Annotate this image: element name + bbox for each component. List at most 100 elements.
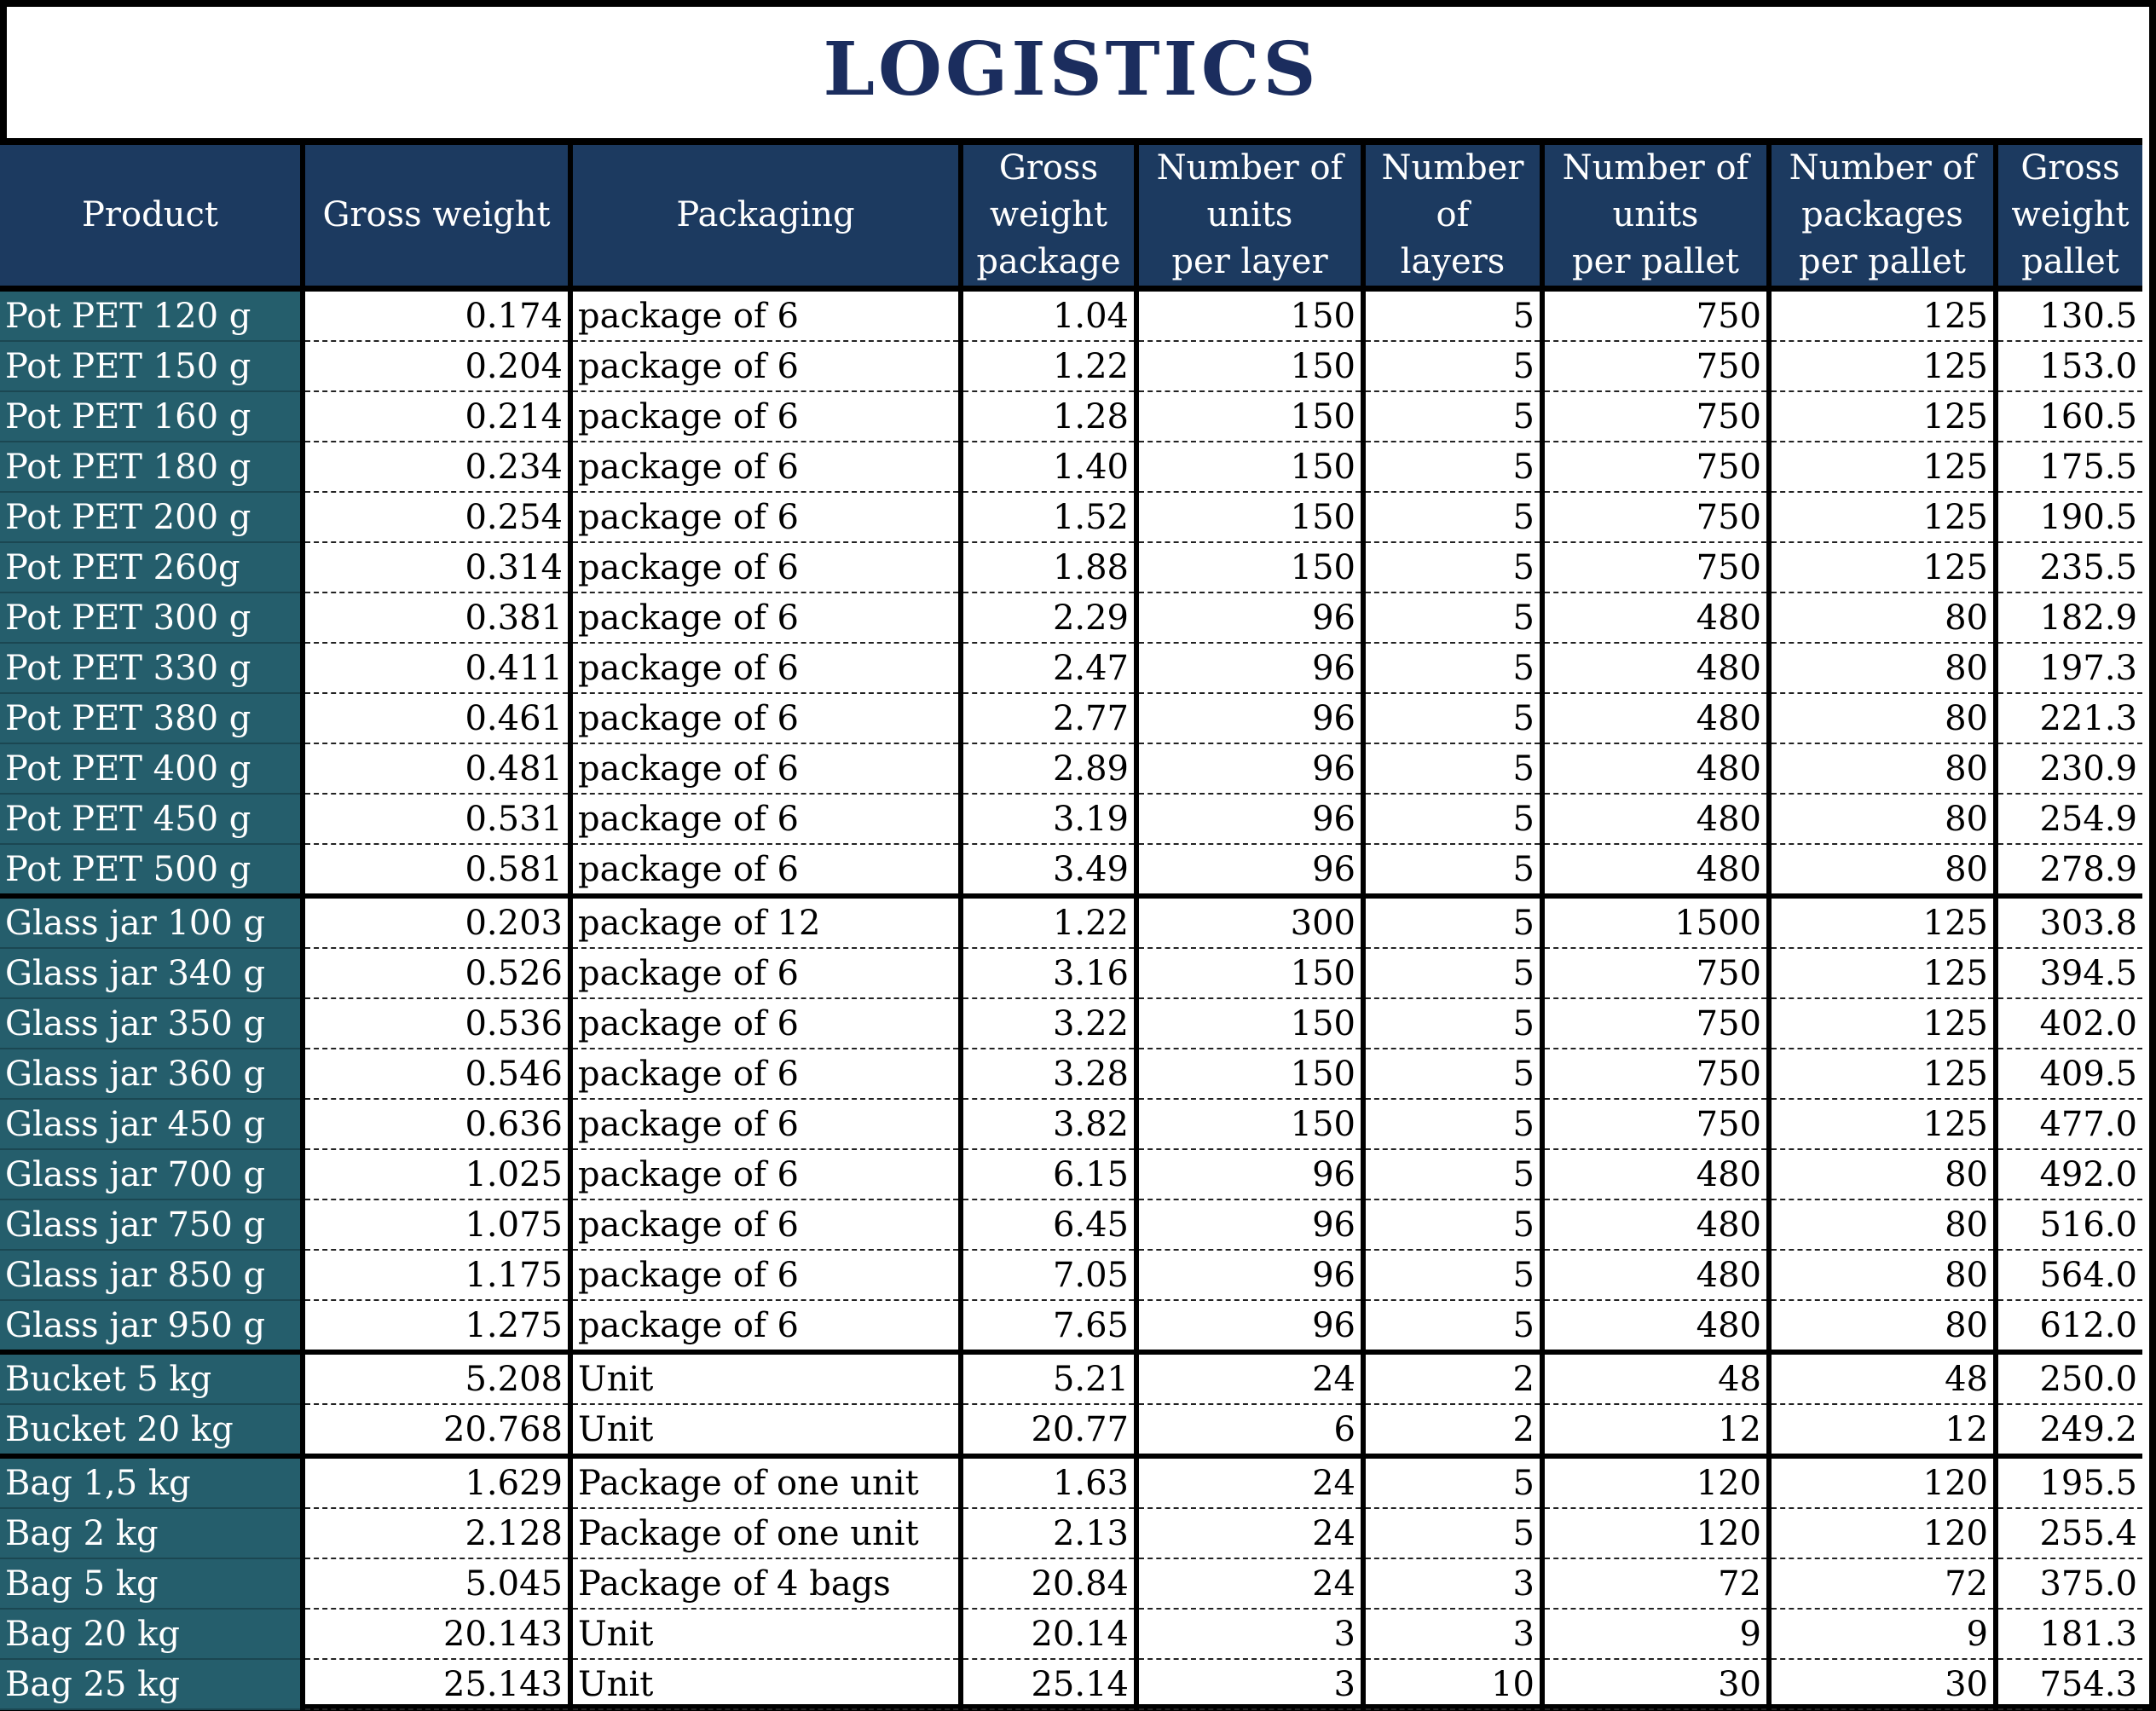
table-row: Pot PET 450 g 0.531 package of 6 3.19 96 5 480… — [0, 794, 2142, 845]
cell-gross-weight-pallet: 181.3 — [1993, 1609, 2142, 1660]
cell-packages-per-pallet: 80 — [1766, 743, 1996, 795]
cell-gross-weight-pallet: 516.0 — [1993, 1199, 2142, 1251]
cell-packaging: Package of one unit — [568, 1456, 961, 1509]
cell-units-per-layer: 150 — [1134, 1099, 1363, 1150]
cell-layers: 5 — [1361, 1508, 1542, 1559]
cell-packaging: Package of one unit — [568, 1508, 961, 1559]
cell-packages-per-pallet: 12 — [1766, 1404, 1996, 1459]
cell-units-per-pallet: 750 — [1540, 492, 1769, 543]
table-body: Pot PET 120 g 0.174 package of 6 1.04 150 5 75… — [0, 288, 2142, 1710]
cell-packages-per-pallet: 120 — [1766, 1508, 1996, 1559]
cell-gross-weight-package: 1.22 — [958, 896, 1136, 949]
table-row: Bucket 5 kg 5.208 Unit 5.21 24 2 48 48 250.0 — [0, 1352, 2142, 1405]
cell-gross-weight-package: 2.13 — [958, 1508, 1136, 1559]
cell-gross-weight-package: 1.40 — [958, 442, 1136, 493]
cell-gross-weight: 1.075 — [300, 1199, 570, 1251]
cell-units-per-pallet: 750 — [1540, 288, 1769, 342]
cell-packaging: Unit — [568, 1659, 961, 1710]
cell-product: Pot PET 450 g — [0, 794, 303, 845]
cell-packaging: package of 6 — [568, 542, 961, 593]
cell-gross-weight-package: 6.15 — [958, 1149, 1136, 1200]
cell-units-per-layer: 96 — [1134, 1199, 1363, 1251]
cell-gross-weight-pallet: 409.5 — [1993, 1049, 2142, 1100]
table-row: Pot PET 160 g 0.214 package of 6 1.28 150 5 75… — [0, 391, 2142, 442]
cell-units-per-layer: 24 — [1134, 1558, 1363, 1610]
cell-gross-weight-pallet: 477.0 — [1993, 1099, 2142, 1150]
cell-layers: 5 — [1361, 896, 1542, 949]
cell-gross-weight: 5.208 — [300, 1352, 570, 1405]
cell-gross-weight-pallet: 197.3 — [1993, 643, 2142, 694]
cell-packages-per-pallet: 125 — [1766, 1049, 1996, 1100]
cell-gross-weight-package: 3.82 — [958, 1099, 1136, 1150]
cell-units-per-pallet: 750 — [1540, 998, 1769, 1049]
cell-packaging: package of 6 — [568, 492, 961, 543]
cell-gross-weight: 0.174 — [300, 288, 570, 342]
cell-units-per-layer: 24 — [1134, 1456, 1363, 1509]
cell-gross-weight: 0.381 — [300, 592, 570, 644]
cell-packaging: package of 6 — [568, 1199, 961, 1251]
header-gross-weight-pallet: Gross weight pallet — [1993, 145, 2142, 292]
cell-packaging: package of 6 — [568, 592, 961, 644]
table-row: Pot PET 180 g 0.234 package of 6 1.40 150 5 75… — [0, 442, 2142, 493]
cell-units-per-pallet: 480 — [1540, 643, 1769, 694]
cell-units-per-layer: 150 — [1134, 288, 1363, 342]
cell-units-per-pallet: 9 — [1540, 1609, 1769, 1660]
table-row: Bag 25 kg 25.143 Unit 25.14 3 10 30 30 754.3 — [0, 1659, 2142, 1710]
cell-gross-weight: 1.275 — [300, 1300, 570, 1355]
cell-packaging: package of 6 — [568, 288, 961, 342]
cell-gross-weight-package: 3.16 — [958, 948, 1136, 999]
header-row: Product Gross weight Packaging Gross wei… — [0, 145, 2142, 292]
cell-gross-weight: 1.629 — [300, 1456, 570, 1509]
cell-packaging: package of 6 — [568, 643, 961, 694]
table-row: Bag 1,5 kg 1.629 Package of one unit 1.63 24… — [0, 1456, 2142, 1509]
header-gross-weight-package: Gross weight package — [958, 145, 1136, 292]
cell-gross-weight-package: 2.29 — [958, 592, 1136, 644]
cell-packages-per-pallet: 30 — [1766, 1659, 1996, 1710]
cell-gross-weight: 1.025 — [300, 1149, 570, 1200]
cell-gross-weight-pallet: 303.8 — [1993, 896, 2142, 949]
cell-gross-weight: 0.581 — [300, 844, 570, 899]
cell-packages-per-pallet: 80 — [1766, 1199, 1996, 1251]
cell-gross-weight-pallet: 153.0 — [1993, 341, 2142, 392]
cell-layers: 5 — [1361, 341, 1542, 392]
cell-units-per-pallet: 480 — [1540, 592, 1769, 644]
cell-units-per-pallet: 750 — [1540, 341, 1769, 392]
table-row: Bag 5 kg 5.045 Package of 4 bags 20.84 24 3 72… — [0, 1558, 2142, 1610]
cell-gross-weight-pallet: 249.2 — [1993, 1404, 2142, 1459]
cell-layers: 5 — [1361, 391, 1542, 442]
cell-packages-per-pallet: 80 — [1766, 1300, 1996, 1355]
cell-units-per-pallet: 750 — [1540, 391, 1769, 442]
cell-product: Pot PET 160 g — [0, 391, 303, 442]
cell-units-per-layer: 96 — [1134, 643, 1363, 694]
cell-units-per-layer: 96 — [1134, 693, 1363, 744]
cell-packages-per-pallet: 80 — [1766, 844, 1996, 899]
cell-packaging: package of 6 — [568, 1300, 961, 1355]
cell-packages-per-pallet: 125 — [1766, 288, 1996, 342]
cell-gross-weight: 0.526 — [300, 948, 570, 999]
cell-layers: 5 — [1361, 743, 1542, 795]
cell-gross-weight-package: 1.63 — [958, 1456, 1136, 1509]
cell-gross-weight-pallet: 754.3 — [1993, 1659, 2142, 1710]
cell-packages-per-pallet: 125 — [1766, 948, 1996, 999]
header-layers: Number of layers — [1361, 145, 1542, 292]
cell-gross-weight: 1.175 — [300, 1250, 570, 1301]
cell-product: Glass jar 450 g — [0, 1099, 303, 1150]
cell-packaging: Unit — [568, 1404, 961, 1459]
cell-layers: 5 — [1361, 542, 1542, 593]
cell-gross-weight-package: 1.88 — [958, 542, 1136, 593]
cell-units-per-layer: 150 — [1134, 492, 1363, 543]
cell-product: Pot PET 380 g — [0, 693, 303, 744]
cell-units-per-pallet: 750 — [1540, 948, 1769, 999]
cell-gross-weight: 2.128 — [300, 1508, 570, 1559]
cell-gross-weight: 0.204 — [300, 341, 570, 392]
cell-gross-weight-package: 2.47 — [958, 643, 1136, 694]
cell-packaging: package of 6 — [568, 341, 961, 392]
cell-gross-weight-package: 3.28 — [958, 1049, 1136, 1100]
cell-gross-weight: 0.481 — [300, 743, 570, 795]
cell-layers: 5 — [1361, 1300, 1542, 1355]
table-row: Glass jar 850 g 1.175 package of 6 7.05 96 5 4… — [0, 1250, 2142, 1301]
cell-product: Bag 5 kg — [0, 1558, 303, 1610]
cell-layers: 5 — [1361, 643, 1542, 694]
cell-units-per-pallet: 48 — [1540, 1352, 1769, 1405]
table-row: Glass jar 750 g 1.075 package of 6 6.45 96 5 4… — [0, 1199, 2142, 1251]
